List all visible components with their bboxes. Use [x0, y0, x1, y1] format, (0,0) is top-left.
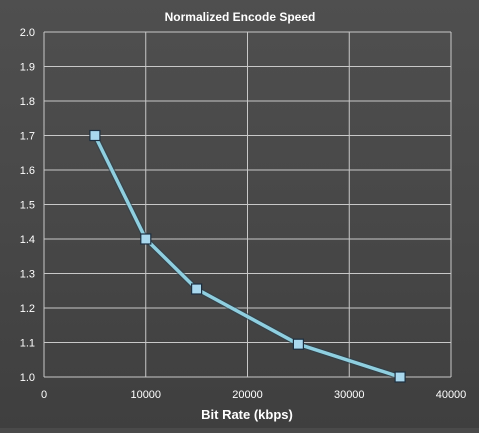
y-tick-label: 1.2 [20, 303, 35, 315]
data-point-marker [394, 371, 406, 383]
y-tick-label: 1.5 [20, 200, 35, 212]
y-tick-label: 1.0 [20, 372, 35, 384]
x-tick-label: 30000 [334, 389, 365, 401]
x-tick-label: 40000 [436, 389, 467, 401]
data-point-marker [292, 338, 304, 350]
data-point-marker [89, 129, 101, 142]
x-axis-title: Bit Rate (kbps) [201, 407, 293, 422]
x-tick-label: 10000 [130, 389, 161, 401]
y-axis-ticks: 1.0 1.1 1.2 1.3 1.4 1.5 1.6 1.7 1.8 1.9 2.0 [20, 27, 35, 384]
x-tick-label: 0 [41, 389, 47, 401]
x-tick-label: 20000 [232, 389, 263, 401]
series-layer [89, 129, 406, 383]
y-tick-label: 1.6 [20, 165, 35, 177]
y-tick-label: 2.0 [20, 27, 35, 39]
data-point-marker [140, 233, 152, 245]
y-tick-label: 1.1 [20, 338, 35, 350]
y-tick-label: 1.7 [20, 131, 35, 143]
x-axis-ticks: 0 10000 20000 30000 40000 [41, 389, 466, 401]
y-tick-label: 1.8 [20, 96, 35, 108]
chart-title: Normalized Encode Speed [165, 10, 316, 24]
y-tick-label: 1.3 [20, 269, 35, 281]
y-tick-label: 1.4 [20, 234, 35, 246]
gridlines [43, 31, 452, 378]
data-point-marker [191, 283, 203, 295]
y-tick-label: 1.9 [20, 62, 35, 74]
